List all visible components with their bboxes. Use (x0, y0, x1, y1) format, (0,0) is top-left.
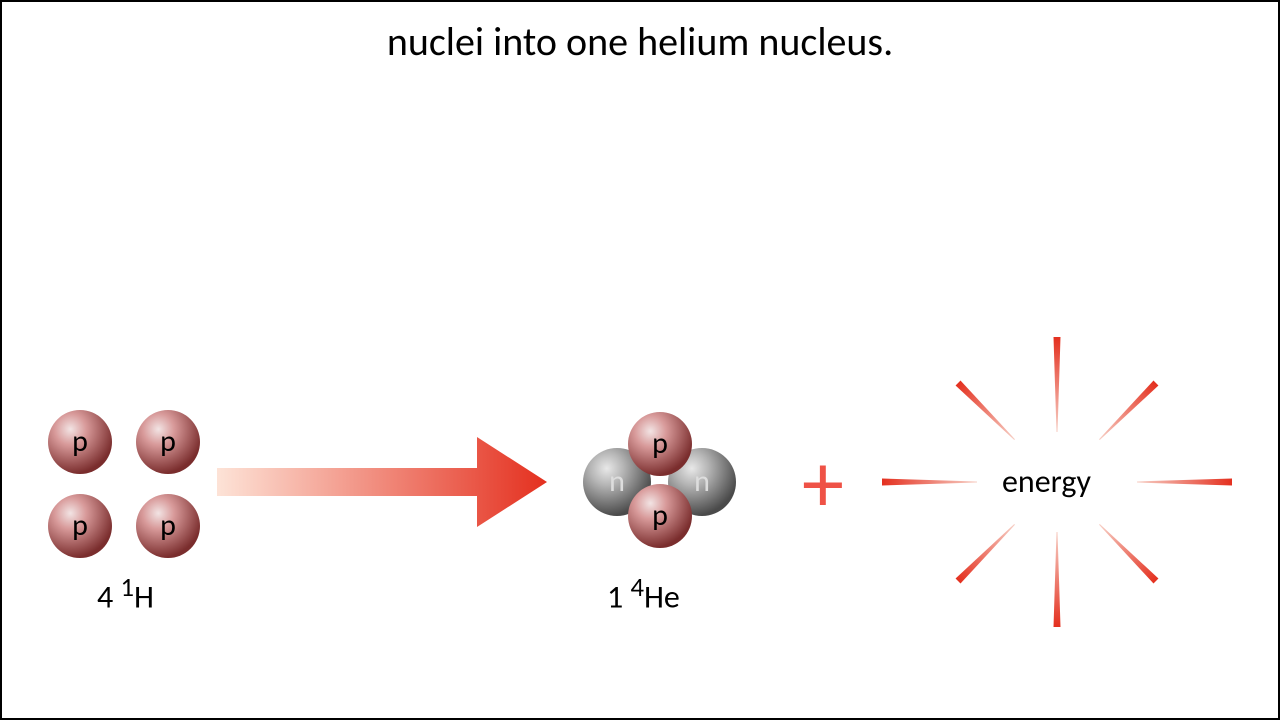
svg-text:p: p (652, 425, 668, 462)
svg-text:p: p (72, 423, 88, 460)
helium-label: 1 4He (607, 572, 680, 617)
svg-text:p: p (160, 423, 176, 460)
svg-text:p: p (160, 507, 176, 544)
svg-text:p: p (72, 507, 88, 544)
hydrogen-label: 4 1H (97, 572, 154, 617)
svg-text:n: n (609, 463, 625, 500)
plus-sign: + (802, 432, 844, 535)
svg-text:n: n (694, 463, 710, 500)
svg-text:p: p (652, 497, 668, 534)
energy-label: energy (1002, 462, 1091, 501)
